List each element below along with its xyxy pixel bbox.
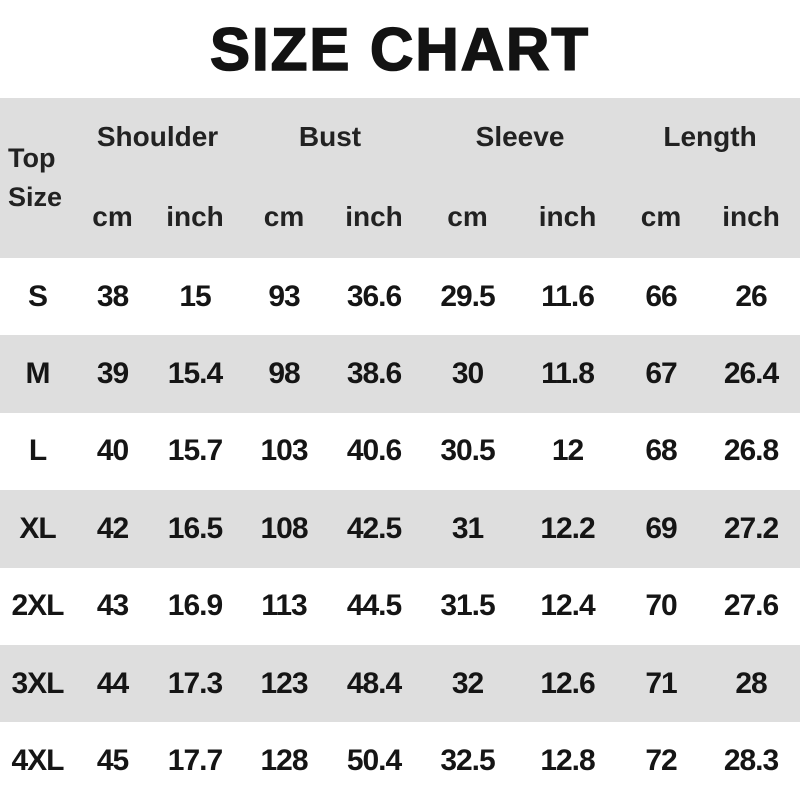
table-row-xl: XL 42 16.5 108 42.5 31 12.2 69 27.2 <box>0 490 800 568</box>
unit-bust-cm: cm <box>240 176 328 258</box>
table-row-3xl: 3XL 44 17.3 123 48.4 32 12.6 71 28 <box>0 644 800 723</box>
value-cell: 12.6 <box>540 666 595 700</box>
size-cell: 2XL <box>11 589 64 623</box>
value-cell: 16.5 <box>167 511 223 545</box>
value-cell: 26 <box>735 279 767 313</box>
value-cell: 28 <box>735 666 767 700</box>
table-header: Top Size Shoulder Bust Sleeve Length cm … <box>0 98 800 258</box>
unit-shoulder-inch: inch <box>150 176 240 258</box>
value-cell: 15.7 <box>167 434 223 468</box>
value-cell: 40 <box>96 434 129 468</box>
table-row-l: L 40 15.7 103 40.6 30.5 12 68 26.8 <box>0 412 800 491</box>
value-cell: 36.6 <box>346 279 402 313</box>
value-cell: 26.8 <box>723 434 779 468</box>
value-cell: 31 <box>451 511 484 545</box>
size-chart-table: Top Size Shoulder Bust Sleeve Length cm … <box>0 98 800 800</box>
value-cell: 39 <box>96 357 129 391</box>
page-title: SIZE CHART <box>209 15 590 84</box>
value-cell: 72 <box>645 744 677 778</box>
value-cell: 93 <box>268 279 300 313</box>
size-cell: 4XL <box>11 744 64 778</box>
value-cell: 69 <box>645 511 677 545</box>
value-cell: 31.5 <box>440 589 495 623</box>
corner-header: Top Size <box>0 98 75 258</box>
value-cell: 113 <box>261 589 307 623</box>
group-header-row: Top Size Shoulder Bust Sleeve Length <box>0 98 800 258</box>
value-cell: 29.5 <box>440 279 495 313</box>
unit-length-cm: cm <box>620 176 703 258</box>
unit-length-inch: inch <box>702 176 800 258</box>
group-header-shoulder: Shoulder <box>75 98 240 176</box>
unit-header-row: cm inch cm inch cm inch cm inch <box>0 176 800 258</box>
value-cell: 27.2 <box>723 511 779 545</box>
size-cell: 3XL <box>11 666 64 700</box>
value-cell: 40.6 <box>346 434 402 468</box>
group-header-length: Length <box>620 98 800 176</box>
value-cell: 12.8 <box>540 744 595 778</box>
size-cell: M <box>25 357 51 391</box>
unit-sleeve-inch: inch <box>515 176 621 258</box>
size-cell: XL <box>19 511 56 545</box>
group-header-bust: Bust <box>240 98 421 176</box>
table-body: S 38 15 93 36.6 29.5 11.6 66 26 M 39 15.… <box>0 258 800 800</box>
value-cell: 11.6 <box>541 279 595 313</box>
value-cell: 67 <box>645 357 677 391</box>
corner-header-line2: Size <box>8 182 63 212</box>
table-row-s: S 38 15 93 36.6 29.5 11.6 66 26 <box>0 258 800 336</box>
value-cell: 44.5 <box>346 589 402 623</box>
value-cell: 123 <box>260 666 308 700</box>
value-cell: 70 <box>645 589 677 623</box>
value-cell: 38 <box>96 279 129 313</box>
size-cell: L <box>28 434 47 468</box>
table-row-m: M 39 15.4 98 38.6 30 11.8 67 26.4 <box>0 335 800 413</box>
value-cell: 16.9 <box>167 589 223 623</box>
table-row-4xl: 4XL 45 17.7 128 50.4 32.5 12.8 72 28.3 <box>0 722 800 800</box>
value-cell: 43 <box>96 589 129 623</box>
value-cell: 68 <box>645 434 677 468</box>
value-cell: 103 <box>260 434 308 468</box>
value-cell: 12.2 <box>540 511 595 545</box>
value-cell: 98 <box>268 357 300 391</box>
value-cell: 30.5 <box>440 434 495 468</box>
value-cell: 27.6 <box>723 589 779 623</box>
value-cell: 128 <box>260 744 308 778</box>
value-cell: 108 <box>260 511 308 545</box>
value-cell: 15.4 <box>167 357 223 391</box>
size-cell: S <box>27 279 48 313</box>
unit-sleeve-cm: cm <box>420 176 516 258</box>
unit-bust-inch: inch <box>328 176 421 258</box>
value-cell: 12 <box>551 434 584 468</box>
value-cell: 32 <box>451 666 484 700</box>
value-cell: 17.7 <box>167 744 223 778</box>
value-cell: 17.3 <box>167 666 223 700</box>
value-cell: 30 <box>451 357 484 391</box>
value-cell: 42 <box>96 511 129 545</box>
table-row-2xl: 2XL 43 16.9 113 44.5 31.5 12.4 70 27.6 <box>0 567 800 645</box>
value-cell: 45 <box>96 744 129 778</box>
unit-shoulder-cm: cm <box>75 176 150 258</box>
value-cell: 12.4 <box>540 589 595 623</box>
value-cell: 66 <box>645 279 677 313</box>
value-cell: 26.4 <box>723 357 779 391</box>
value-cell: 44 <box>96 666 129 700</box>
value-cell: 11.8 <box>541 357 595 391</box>
corner-header-line1: Top <box>8 142 56 173</box>
value-cell: 15 <box>179 279 211 313</box>
value-cell: 48.4 <box>346 666 402 700</box>
value-cell: 28.3 <box>723 744 779 778</box>
value-cell: 42.5 <box>346 511 402 545</box>
value-cell: 50.4 <box>346 744 402 778</box>
value-cell: 71 <box>645 666 677 700</box>
value-cell: 38.6 <box>346 357 402 391</box>
group-header-sleeve: Sleeve <box>420 98 621 176</box>
value-cell: 32.5 <box>440 744 495 778</box>
